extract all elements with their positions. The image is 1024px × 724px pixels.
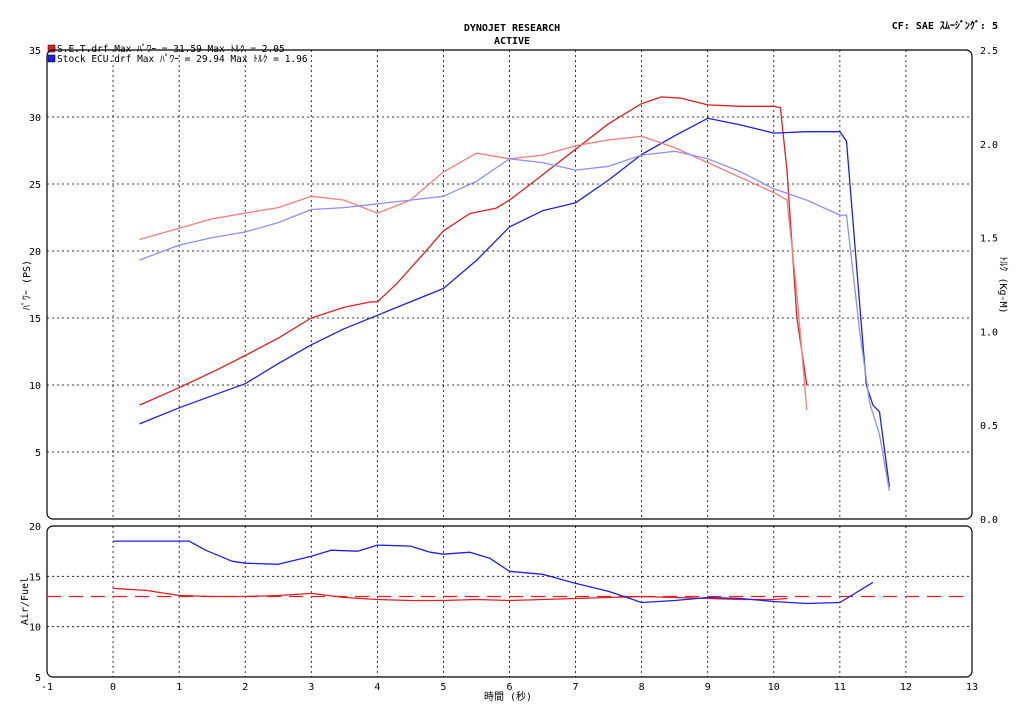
y-tick-label-power: 25: [29, 180, 41, 191]
x-tick-label: 6: [506, 682, 512, 693]
y-tick-label-power: 30: [29, 113, 41, 124]
x-tick-label: 4: [374, 682, 380, 693]
x-tick-label: 2: [242, 682, 248, 693]
legend-swatch-stock: [47, 54, 56, 63]
y-tick-label-torque: 2.5: [980, 46, 998, 57]
y-tick-label-power: 5: [35, 448, 41, 459]
airfuel-series: [47, 540, 972, 605]
legend-entry-stock: Stock ECU.drf Max ﾊﾟﾜｰ = 29.94 Max ﾄﾙｸ =…: [57, 54, 308, 65]
y-tick-label-airfuel: 15: [29, 572, 41, 583]
series-line-airfuel-set: [113, 587, 788, 602]
y-tick-label-power: 20: [29, 247, 41, 258]
x-tick-label: 0: [110, 682, 116, 693]
y-tick-label-power: 15: [29, 314, 41, 325]
legend-swatch-set: [47, 44, 56, 53]
series-line-torque-stock: [139, 150, 891, 492]
power-plot-ticks: 5 10 15 20 25 30 35 0.0 0.5 1.0 1.5 2.0 2.5: [29, 46, 998, 526]
y-tick-label-airfuel: 20: [29, 522, 41, 533]
y-axis-title-power: ﾊﾟﾜｰ (PS): [21, 260, 33, 310]
x-tick-label: 8: [639, 682, 645, 693]
y-tick-label-torque: 0.5: [980, 421, 998, 432]
y-tick-label-torque: 0.0: [980, 515, 998, 526]
power-plot-grid: [47, 50, 972, 519]
x-tick-label: -1: [41, 682, 53, 693]
x-tick-label: 5: [440, 682, 446, 693]
x-tick-label: 1: [176, 682, 182, 693]
x-tick-label: 7: [573, 682, 579, 693]
y-tick-label-torque: 2.0: [980, 140, 998, 151]
config-readout: CF: SAE ｽﾑｰｼﾞﾝｸﾞ: 5: [892, 19, 998, 32]
y-tick-label-airfuel: 5: [35, 673, 41, 684]
x-axis-ticks: -1 0 1 2 3 4 5 6 7 8 9 10 11 12 13: [41, 682, 978, 693]
y-tick-label-power: 10: [29, 381, 41, 392]
airfuel-plot-ticks: 5 10 15 20: [29, 522, 41, 684]
y-tick-label-torque: 1.5: [980, 234, 998, 245]
series-line-torque-set: [139, 135, 808, 411]
x-tick-label: 11: [834, 682, 846, 693]
series-line-power-set: [139, 96, 808, 406]
x-tick-label: 3: [308, 682, 314, 693]
series-line-airfuel-stock: [113, 540, 874, 605]
power-torque-series: [139, 96, 891, 492]
airfuel-plot-grid: [47, 526, 972, 677]
x-tick-label: 10: [768, 682, 780, 693]
y-tick-label-airfuel: 10: [29, 623, 41, 634]
y-axis-title-airfuel: Air/Fuel: [20, 577, 31, 625]
series-line-power-stock: [139, 117, 891, 487]
chart-subtitle: ACTIVE: [494, 36, 530, 47]
y-axis-title-torque: ﾄﾙｸ (Kg-M): [997, 256, 1009, 313]
y-tick-label-power: 35: [29, 46, 41, 57]
chart-title: DYNOJET RESEARCH: [464, 23, 560, 34]
y-tick-label-torque: 1.0: [980, 327, 998, 338]
x-tick-label: 13: [966, 682, 978, 693]
x-tick-label: 9: [705, 682, 711, 693]
x-axis-title: 時間 (秒): [484, 690, 532, 703]
x-tick-label: 12: [900, 682, 912, 693]
